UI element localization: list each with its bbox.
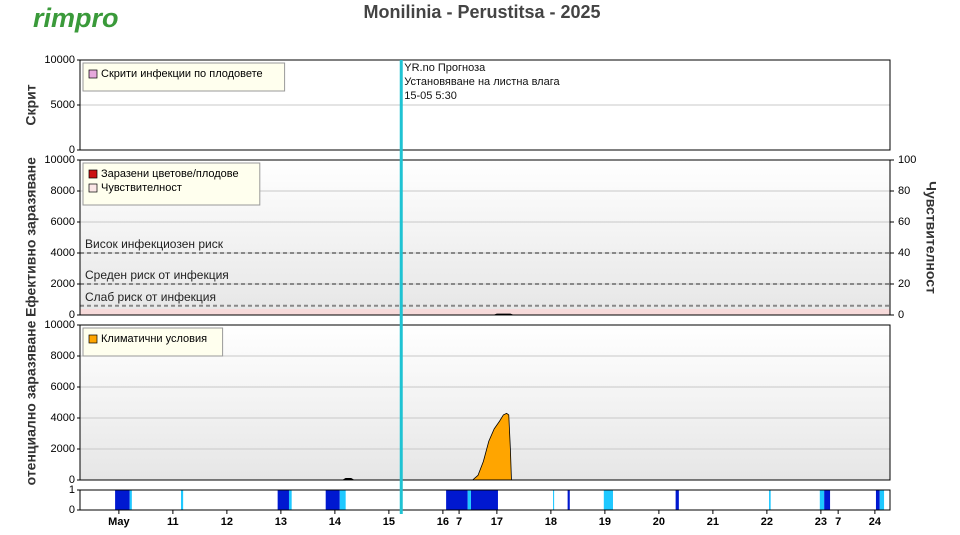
y-tick-label: 6000 [51, 216, 75, 228]
legend-box [82, 162, 261, 206]
area [471, 412, 512, 481]
wetness-bar [129, 490, 132, 510]
legend-label: Заразени цветове/плодове [101, 168, 239, 180]
x-tick-label: 16 [437, 516, 449, 528]
wetness-bar [467, 490, 471, 510]
wetness-bar [819, 490, 825, 510]
y2-tick-label: 100 [898, 154, 916, 166]
y-tick-label: 10000 [44, 54, 75, 66]
y-tick-label: 0 [69, 309, 75, 321]
x-tick-label: May [108, 516, 130, 528]
x-tick-label: 11 [167, 516, 179, 528]
y-axis-title: Ефективно заразяване [23, 157, 39, 317]
chart-title: Monilinia - Perustitsa - 2025 [363, 2, 600, 22]
low-band [80, 309, 890, 315]
wetness-bar [446, 490, 468, 510]
y-tick-label: 10000 [44, 154, 75, 166]
x-tick-label: 24 [869, 516, 882, 528]
x-tick-label: 15 [383, 516, 395, 528]
y-tick-label: 6000 [51, 381, 75, 393]
y2-tick-label: 20 [898, 278, 910, 290]
x-tick-label: 17 [491, 516, 503, 528]
x-tick-label: 18 [545, 516, 557, 528]
y2-axis-title: Чувствителност [923, 181, 939, 294]
wetness-bar [470, 490, 498, 510]
wetness-bar [769, 490, 771, 510]
x-tick-label: 20 [653, 516, 665, 528]
x-tick-label: 12 [221, 516, 233, 528]
wetness-bar [567, 490, 570, 510]
y-tick-label: 2000 [51, 443, 75, 455]
y-tick-label: 10000 [44, 319, 75, 331]
plot-frame [79, 489, 891, 511]
x-tick-label: 14 [329, 516, 342, 528]
wetness-bar [553, 490, 555, 510]
x-tick-label: 13 [275, 516, 287, 528]
wetness-bar [339, 490, 346, 510]
wetness-bar [879, 490, 885, 510]
wetness-bar [180, 490, 184, 510]
wetness-bar [875, 490, 880, 510]
y-tick-label: 0 [69, 504, 75, 516]
plot-frame [79, 59, 891, 151]
y-tick-label: 8000 [51, 185, 75, 197]
legend-swatch [88, 183, 98, 193]
legend-box [82, 327, 224, 357]
legend-box [82, 62, 286, 92]
wetness-bar [325, 490, 340, 510]
y2-tick-label: 40 [898, 247, 910, 259]
y-tick-label: 4000 [51, 412, 75, 424]
wetness-bar [288, 490, 292, 510]
y-tick-label: 0 [69, 144, 75, 156]
plot-frame [79, 159, 891, 316]
threshold-label: Среден риск от инфекция [85, 268, 229, 282]
wetness-bar [603, 490, 613, 510]
x-tick-label: 22 [761, 516, 773, 528]
y-tick-label: 8000 [51, 350, 75, 362]
y-tick-label: 2000 [51, 278, 75, 290]
legend-label: Чувствителност [101, 182, 182, 194]
y-tick-label: 5000 [51, 99, 75, 111]
legend-swatch [88, 334, 98, 344]
threshold-label: Слаб риск от инфекция [85, 290, 216, 304]
wetness-bar [115, 490, 130, 510]
legend-label: Климатични условия [101, 333, 207, 345]
legend-label: Скрити инфекции по плодовете [101, 68, 263, 80]
x-tick-label: 19 [599, 516, 611, 528]
y-tick-label: 4000 [51, 247, 75, 259]
y2-tick-label: 60 [898, 216, 910, 228]
forecast-note: Установяване на листна влага [404, 76, 560, 88]
legend-swatch [88, 69, 98, 79]
plot-frame [79, 324, 891, 481]
legend-swatch [88, 169, 98, 179]
y-axis-title: отенциално заразяване [23, 320, 39, 485]
y2-tick-label: 80 [898, 185, 910, 197]
y-axis-title: Скрит [23, 84, 39, 125]
wetness-bar [675, 490, 679, 510]
forecast-note: 15-05 5:30 [404, 90, 457, 102]
x-tick-label: 23 [815, 516, 827, 528]
y-tick-label: 1 [69, 484, 75, 496]
wetness-bar [277, 490, 289, 510]
y-tick-label: 0 [69, 474, 75, 486]
x-tick-label: 7 [456, 516, 462, 528]
x-tick-label: 7 [835, 516, 841, 528]
wetness-bar [824, 490, 831, 510]
threshold-label: Висок инфекциозен риск [85, 237, 224, 251]
x-tick-label: 21 [707, 516, 719, 528]
y2-tick-label: 0 [898, 309, 904, 321]
forecast-note: YR.no Прогноза [404, 62, 486, 74]
logo: rimpro [33, 3, 119, 33]
